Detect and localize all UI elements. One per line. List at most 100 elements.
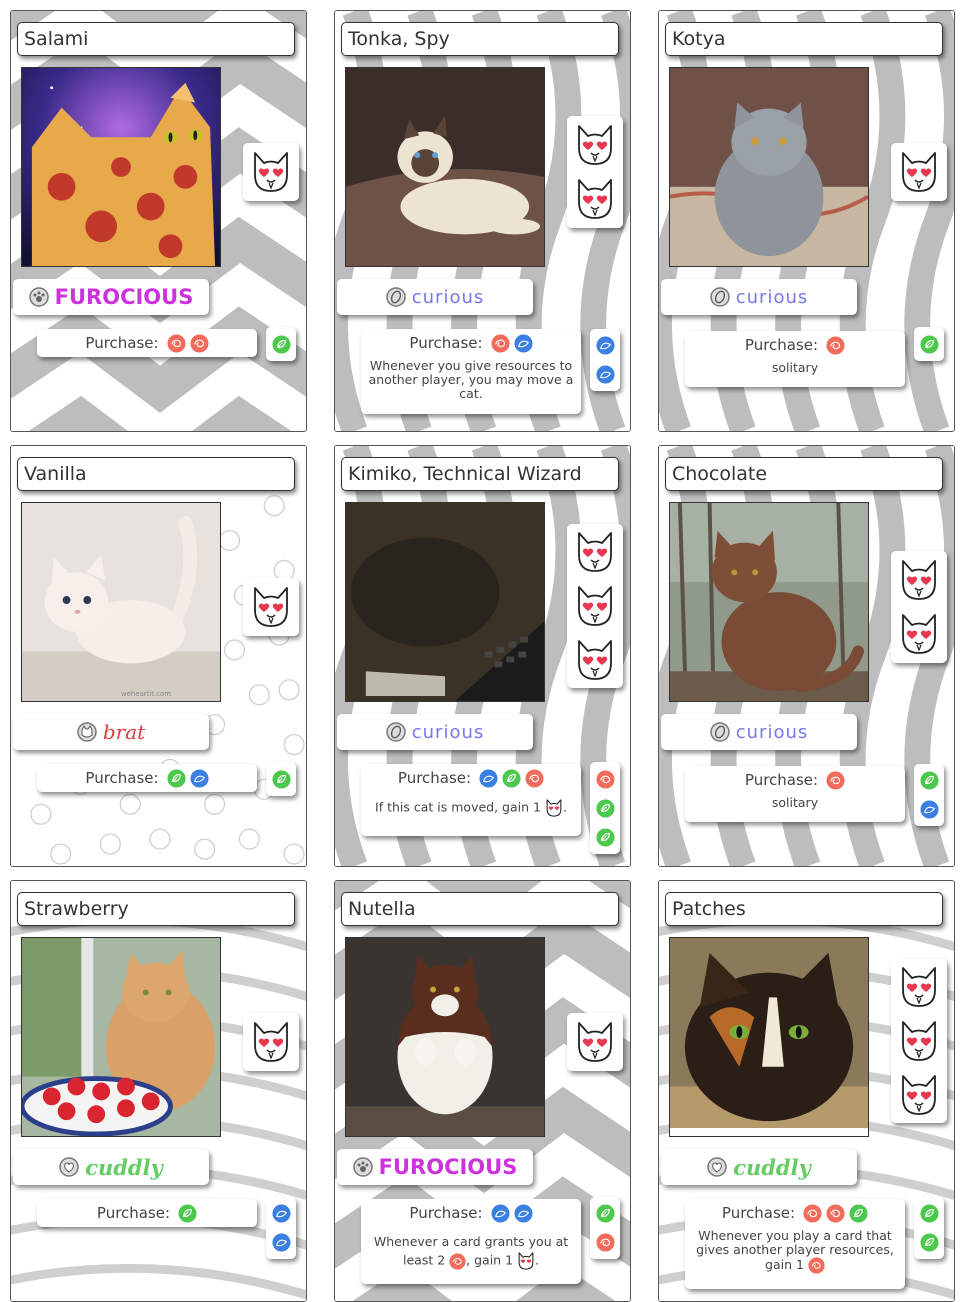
- heart-trait-icon: [707, 1157, 727, 1177]
- card-strawberry[interactable]: Strawberry cuddly Purchase:: [10, 880, 307, 1302]
- card-ability-text: Whenever you give resources to another p…: [367, 359, 575, 401]
- trait-label: curious: [411, 721, 485, 743]
- card-title: Strawberry: [17, 892, 295, 926]
- red-token-icon: [808, 1257, 825, 1274]
- ability-text: Whenever a card grants you at least 2: [373, 1234, 569, 1268]
- card-ability-text: Whenever you play a card that gives anot…: [691, 1229, 899, 1274]
- yarn-trait-icon: [709, 722, 730, 742]
- purchase-cost: Purchase: solitary: [685, 331, 905, 387]
- trait-badge: curious: [337, 714, 533, 750]
- heart-eyed-cat-icon: [578, 125, 612, 165]
- heart-eyed-cat-icon: [254, 1022, 288, 1062]
- green-token-icon: [919, 771, 939, 790]
- trait-badge: curious: [661, 279, 857, 315]
- blue-token-icon: [190, 768, 209, 788]
- hearts-panel: [243, 1013, 299, 1071]
- blue-token-icon: [491, 1203, 510, 1223]
- card-ability-text: Whenever a card grants you at least 2 , …: [367, 1233, 575, 1271]
- red-token-icon: [826, 1203, 845, 1223]
- yarn-trait-icon: [385, 287, 406, 307]
- heart-eyed-cat-icon: [578, 640, 612, 680]
- hearts-panel: [243, 578, 299, 636]
- cat-photo-brown-white-cat: [345, 937, 545, 1137]
- resource-panel: [914, 1197, 944, 1259]
- cat-photo-brown-cat-forest: [669, 502, 869, 702]
- heart-eyed-cat-icon: [902, 152, 936, 192]
- blue-token-icon: [271, 1233, 291, 1252]
- ability-text: Whenever you give resources to another p…: [368, 358, 574, 401]
- ability-text: .: [535, 1252, 539, 1268]
- red-token-icon: [595, 1233, 615, 1252]
- purchase-label: Purchase:: [85, 334, 159, 352]
- trait-label: cuddly: [733, 1154, 811, 1180]
- green-token-icon: [167, 768, 186, 788]
- heart-eyed-cat-icon: [902, 614, 936, 654]
- sad-cat-trait-icon: [77, 722, 97, 742]
- resource-panel: [914, 764, 944, 826]
- card-title: Salami: [17, 22, 295, 56]
- blue-token-icon: [919, 800, 939, 819]
- paw-trait-icon: [352, 1157, 373, 1177]
- resource-panel: [590, 1197, 620, 1259]
- card-nutella[interactable]: Nutella FUROCIOUS Purchase: Whenever a c…: [334, 880, 631, 1302]
- purchase-label: Purchase:: [721, 1204, 796, 1222]
- card-title: Tonka, Spy: [341, 22, 619, 56]
- trait-badge: brat: [13, 714, 209, 750]
- card-kotya[interactable]: Kotya curious Purchase: solitary: [658, 10, 955, 432]
- heart-eyed-cat-icon: [902, 560, 936, 600]
- green-token-icon: [919, 334, 939, 354]
- red-token-icon: [803, 1203, 822, 1223]
- hearts-panel: [891, 959, 947, 1123]
- card-vanilla[interactable]: Vanilla weheartit.com brat Purchase:: [10, 445, 307, 867]
- green-token-icon: [595, 1204, 615, 1223]
- red-token-icon: [525, 768, 544, 788]
- purchase-label: Purchase:: [744, 771, 819, 789]
- purchase-label: Purchase:: [96, 1204, 171, 1222]
- blue-token-icon: [514, 1203, 533, 1223]
- resource-panel: [266, 327, 296, 361]
- trait-badge: cuddly: [13, 1149, 209, 1185]
- purchase-cost: Purchase:: [37, 1199, 257, 1227]
- heart-trait-icon: [59, 1157, 79, 1177]
- purchase-cost: Purchase: If this cat is moved, gain 1 .: [361, 764, 581, 836]
- card-title: Kotya: [665, 22, 943, 56]
- green-token-icon: [271, 769, 291, 789]
- card-salami[interactable]: Salami FUROCIOUS Purchase:: [10, 10, 307, 432]
- red-token-icon: [190, 333, 209, 353]
- cat-photo-siamese: [345, 67, 545, 267]
- ability-text: If this cat is moved, gain 1: [375, 799, 545, 815]
- trait-badge: FUROCIOUS: [337, 1149, 533, 1185]
- trait-label: curious: [735, 286, 809, 308]
- red-token-icon: [491, 333, 510, 353]
- purchase-label: Purchase:: [744, 336, 819, 354]
- green-token-icon: [595, 827, 615, 847]
- trait-badge: curious: [337, 279, 533, 315]
- card-chocolate[interactable]: Chocolate curious Purchase: solitary: [658, 445, 955, 867]
- card-kimiko[interactable]: Kimiko, Technical Wizard curious Purchas…: [334, 445, 631, 867]
- card-title: Vanilla: [17, 457, 295, 491]
- cat-photo-tortoiseshell: [669, 937, 869, 1137]
- trait-label: curious: [735, 721, 809, 743]
- heart-eyed-cat-icon: [902, 1075, 936, 1115]
- blue-token-icon: [595, 336, 615, 355]
- heart-eyed-cat-icon: [518, 1252, 534, 1270]
- ability-text: Whenever you play a card that gives anot…: [696, 1228, 894, 1272]
- card-ability-text: solitary: [691, 796, 899, 810]
- yarn-trait-icon: [385, 722, 406, 742]
- hearts-panel: [243, 143, 299, 201]
- cat-photo-pizza-cat: [21, 67, 221, 267]
- purchase-cost: Purchase:: [37, 764, 257, 792]
- purchase-cost: Purchase: Whenever you play a card that …: [685, 1199, 905, 1289]
- heart-eyed-cat-icon: [902, 1021, 936, 1061]
- blue-token-icon: [514, 333, 533, 353]
- purchase-cost: Purchase: solitary: [685, 766, 905, 822]
- cat-photo-white-kitten: weheartit.com: [21, 502, 221, 702]
- purchase-label: Purchase:: [85, 769, 159, 787]
- card-patches[interactable]: Patches cuddly Purchase: Whenever: [658, 880, 955, 1302]
- cat-photo-grey-persian: [669, 67, 869, 267]
- card-tonka-spy[interactable]: Tonka, Spy curious Purchase: Whenever yo…: [334, 10, 631, 432]
- green-token-icon: [178, 1203, 197, 1223]
- blue-token-icon: [595, 365, 615, 384]
- purchase-cost: Purchase:: [37, 329, 257, 357]
- ability-text: , gain 1: [466, 1252, 517, 1268]
